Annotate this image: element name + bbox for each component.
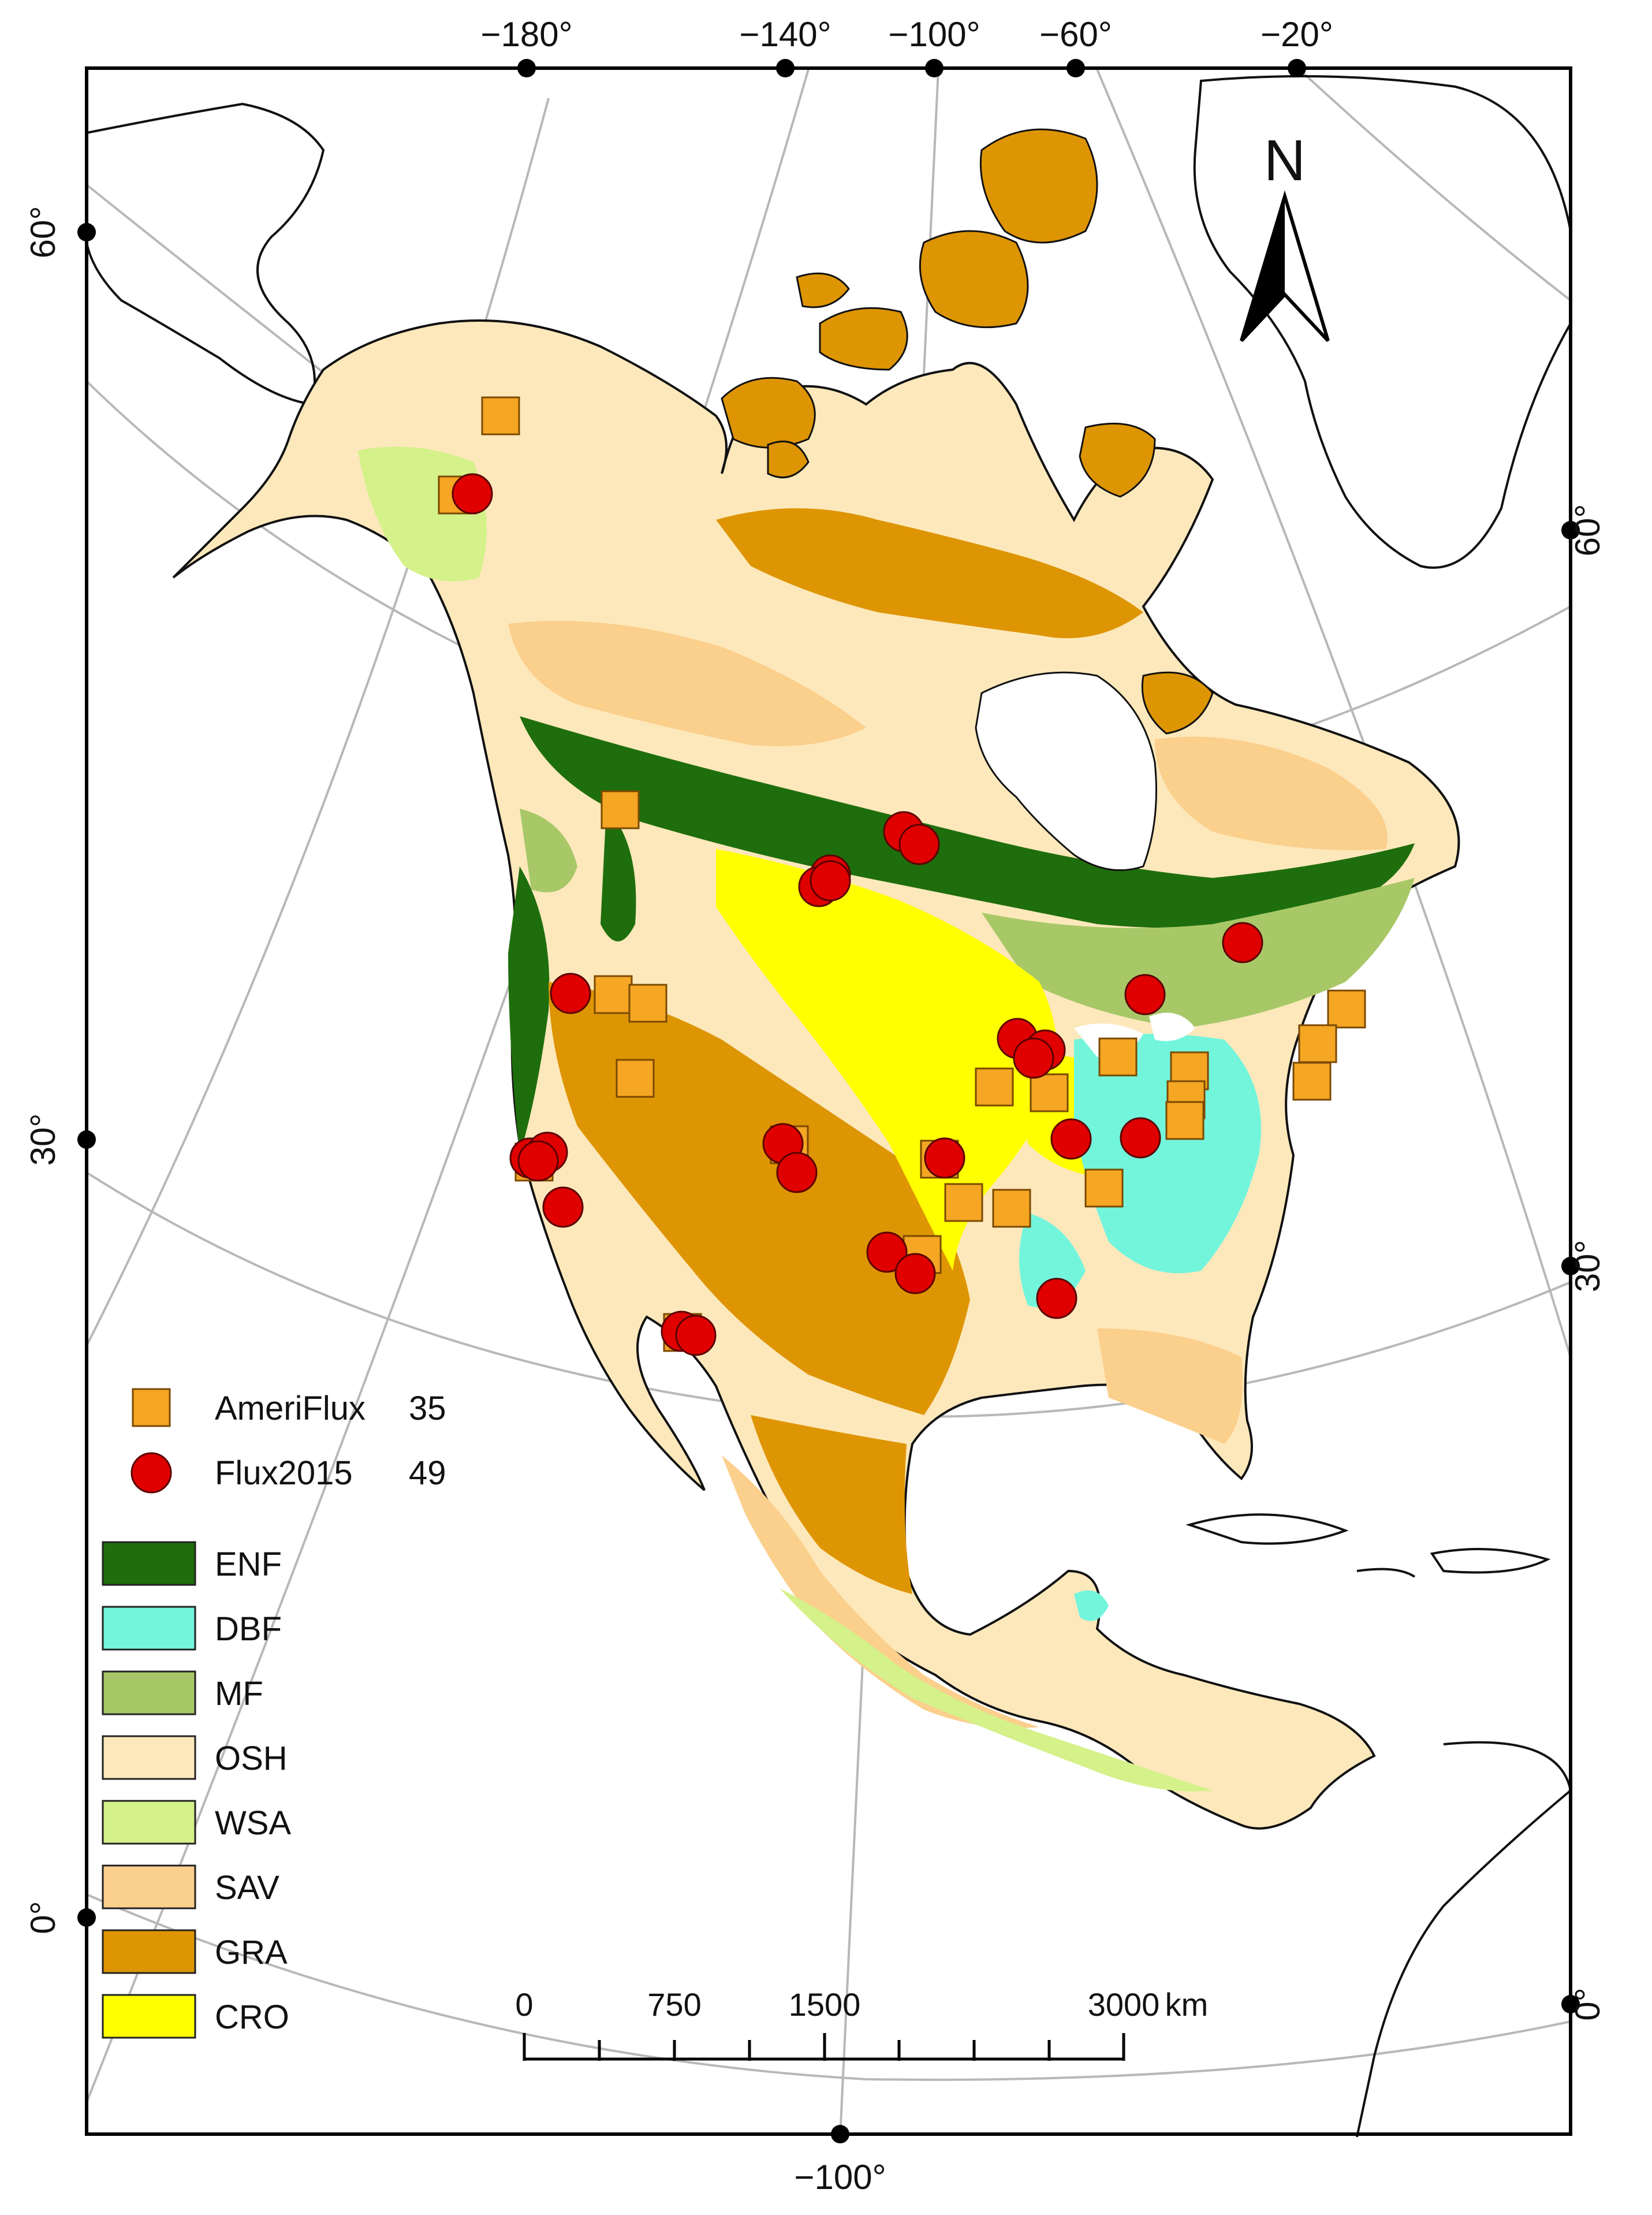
- ameriflux-site-marker: [616, 1059, 655, 1098]
- landcover-label-sav: SAV: [215, 1869, 279, 1907]
- right-tick-label: 60°: [1568, 504, 1607, 557]
- ameriflux-site-marker: [1292, 1062, 1332, 1101]
- sites-legend: AmeriFlux 35 Flux2015 49: [130, 1388, 446, 1494]
- flux2015-site-marker: [452, 473, 493, 515]
- top-tick-label: −20°: [1261, 15, 1333, 54]
- bottom-tick-labels: −100°: [794, 2158, 886, 2197]
- landcover-label-enf: ENF: [215, 1546, 282, 1583]
- scale-label-3000: 3000: [1088, 1986, 1160, 2023]
- top-tick-label: −140°: [739, 15, 831, 54]
- map-frame: [85, 66, 1572, 2136]
- frame-tick-dots: [77, 59, 1580, 2143]
- ameriflux-site-marker: [601, 790, 640, 829]
- left-tick-label: 0°: [24, 1901, 62, 1934]
- right-tick-label: 0°: [1568, 1987, 1607, 2020]
- top-tick-label: −180°: [480, 15, 572, 54]
- flux2015-site-marker: [675, 1315, 717, 1356]
- flux2015-site-marker: [924, 1137, 965, 1179]
- north-arrow: N: [1240, 128, 1330, 343]
- left-tick-labels: 60° 30° 0°: [24, 206, 62, 1934]
- right-tick-labels: 60° 30° 0°: [1568, 504, 1607, 2021]
- north-label: N: [1264, 128, 1306, 193]
- ameriflux-site-marker: [594, 975, 633, 1014]
- ameriflux-site-marker: [1298, 1024, 1337, 1063]
- landcover-label-osh: OSH: [215, 1740, 288, 1777]
- landcover-label-dbf: DBF: [215, 1610, 282, 1648]
- flux2015-site-marker: [894, 1253, 936, 1294]
- ameriflux-site-marker: [1327, 989, 1366, 1029]
- flux-sites: [438, 396, 1366, 1356]
- landcover-legend: ENF DBF MF OSH WSA SAV GRA CRO: [102, 1541, 291, 2039]
- flux2015-site-marker: [866, 1231, 908, 1273]
- landcover-label-mf: MF: [215, 1675, 263, 1713]
- top-tick-label: −100°: [888, 15, 980, 54]
- ameriflux-legend-swatch: [132, 1388, 171, 1427]
- landcover-swatch-sav: [102, 1864, 196, 1909]
- right-tick-label: 30°: [1568, 1240, 1607, 1293]
- flux2015-site-marker: [542, 1186, 584, 1228]
- ameriflux-site-marker: [481, 396, 520, 435]
- ameriflux-site-marker: [975, 1067, 1014, 1107]
- flux2015-site-marker: [1120, 1117, 1161, 1159]
- flux2015-site-marker: [1222, 922, 1263, 963]
- flux2015-site-marker: [1124, 974, 1166, 1015]
- landcover-swatch-dbf: [102, 1606, 196, 1651]
- landcover-swatch-wsa: [102, 1800, 196, 1845]
- flux2015-legend-count: 49: [409, 1454, 446, 1492]
- flux2015-site-marker: [898, 824, 940, 865]
- top-tick-label: −60°: [1039, 15, 1112, 54]
- ameriflux-site-marker: [1084, 1168, 1124, 1208]
- flux2015-legend-label: Flux2015: [215, 1454, 353, 1492]
- landcover-swatch-osh: [102, 1735, 196, 1780]
- landcover-swatch-mf: [102, 1670, 196, 1715]
- scale-unit: km: [1165, 1986, 1209, 2023]
- landcover-swatch-gra: [102, 1929, 196, 1974]
- landcover-label-gra: GRA: [215, 1934, 288, 1971]
- flux2015-site-marker: [1013, 1037, 1054, 1079]
- arctic-islands: [721, 128, 1214, 735]
- ameriflux-legend-label: AmeriFlux: [215, 1390, 366, 1427]
- scale-label-0: 0: [515, 1986, 533, 2023]
- flux2015-site-marker: [1050, 1118, 1092, 1160]
- caribbean-outline: [1185, 1513, 1572, 2138]
- landcover-label-wsa: WSA: [215, 1804, 291, 1842]
- ameriflux-site-marker: [944, 1183, 983, 1222]
- scale-bar: 0 750 1500 3000 km: [515, 1986, 1208, 2061]
- scale-label-750: 750: [647, 1986, 701, 2023]
- flux2015-legend-swatch: [130, 1452, 172, 1494]
- ameriflux-site-marker: [1030, 1073, 1069, 1112]
- ameriflux-site-marker: [1098, 1037, 1138, 1077]
- scale-label-1500: 1500: [789, 1986, 861, 2023]
- flux2015-site-marker: [550, 973, 591, 1014]
- ameriflux-legend-count: 35: [409, 1390, 446, 1427]
- left-tick-label: 60°: [24, 206, 62, 259]
- siberia-outline: [85, 102, 325, 406]
- flux2015-site-marker: [517, 1140, 559, 1182]
- landcover-swatch-enf: [102, 1541, 196, 1586]
- ameriflux-site-marker: [1165, 1101, 1204, 1140]
- bottom-tick-label: −100°: [794, 2158, 886, 2197]
- left-tick-label: 30°: [24, 1114, 62, 1166]
- flux2015-sites: [452, 473, 1263, 1356]
- flux2015-site-marker: [776, 1152, 818, 1193]
- ameriflux-site-marker: [628, 984, 667, 1023]
- top-tick-labels: −180° −140° −100° −60° −20°: [480, 15, 1333, 54]
- landcover-label-cro: CRO: [215, 1998, 289, 2036]
- landcover-swatch-cro: [102, 1994, 196, 2039]
- ameriflux-site-marker: [992, 1189, 1031, 1228]
- flux2015-site-marker: [810, 860, 851, 902]
- flux2015-site-marker: [1036, 1278, 1077, 1319]
